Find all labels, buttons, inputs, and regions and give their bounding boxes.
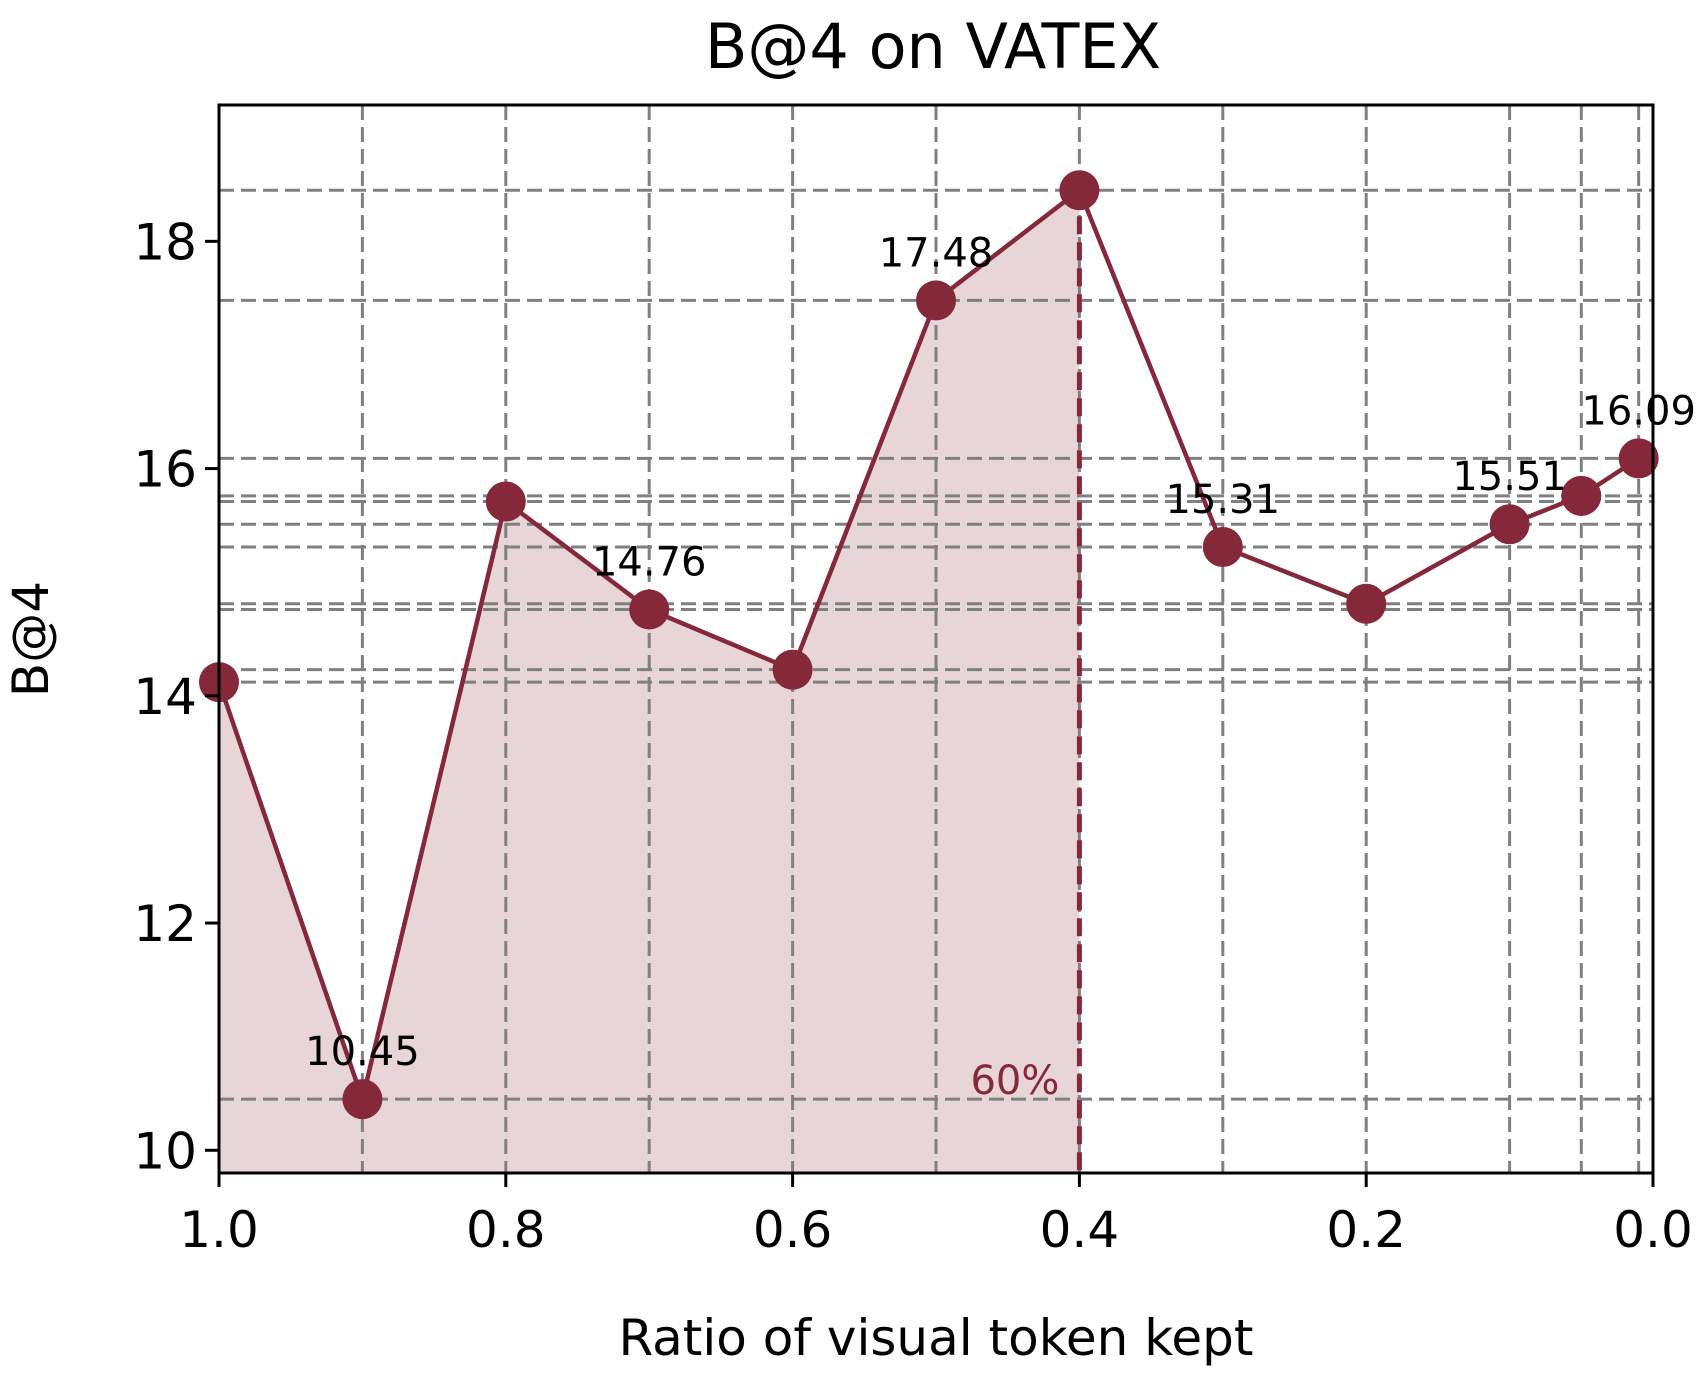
data-point	[916, 280, 956, 321]
y-tick-label: 14	[133, 668, 197, 726]
x-tick-label: 0.6	[753, 1201, 833, 1259]
data-label: 16.09	[1581, 388, 1696, 434]
y-axis-ticks: 10 12 14 16 18	[133, 213, 219, 1180]
data-point	[342, 1079, 383, 1120]
chart-title: B@4 on VATEX	[705, 10, 1161, 83]
x-tick-label: 0.4	[1040, 1201, 1120, 1259]
data-point	[485, 481, 526, 522]
y-tick-label: 18	[133, 213, 197, 271]
data-point	[1202, 526, 1243, 567]
data-label: 17.48	[879, 230, 994, 276]
y-axis-label: B@4	[2, 581, 60, 697]
y-tick-label: 16	[133, 441, 197, 499]
data-point	[629, 589, 670, 630]
x-tick-label: 0.0	[1613, 1201, 1693, 1259]
data-point	[1059, 170, 1100, 211]
data-point	[1489, 504, 1530, 545]
data-points	[199, 170, 1659, 1120]
x-tick-label: 0.8	[466, 1201, 546, 1259]
data-point	[1618, 438, 1659, 479]
x-tick-label: 1.0	[179, 1201, 259, 1259]
x-axis-label: Ratio of visual token kept	[619, 1309, 1254, 1367]
y-tick-label: 10	[133, 1122, 197, 1180]
data-label: 10.45	[305, 1029, 420, 1075]
data-label: 14.76	[592, 539, 707, 585]
data-label: 15.31	[1166, 477, 1281, 523]
data-point	[772, 649, 813, 690]
vertical-marker: 60%	[970, 190, 1082, 1173]
data-point	[1561, 475, 1602, 516]
x-axis-ticks: 1.0 0.8 0.6 0.4 0.2 0.0	[179, 1173, 1693, 1259]
y-tick-label: 12	[133, 895, 197, 953]
data-labels: 10.45 14.76 17.48 15.31 15.51 16.09	[305, 230, 1696, 1075]
data-point	[1346, 583, 1387, 624]
plot-frame	[217, 103, 1655, 1175]
data-label: 15.51	[1452, 454, 1567, 500]
vertical-marker-label: 60%	[970, 1058, 1059, 1104]
x-tick-label: 0.2	[1326, 1201, 1406, 1259]
